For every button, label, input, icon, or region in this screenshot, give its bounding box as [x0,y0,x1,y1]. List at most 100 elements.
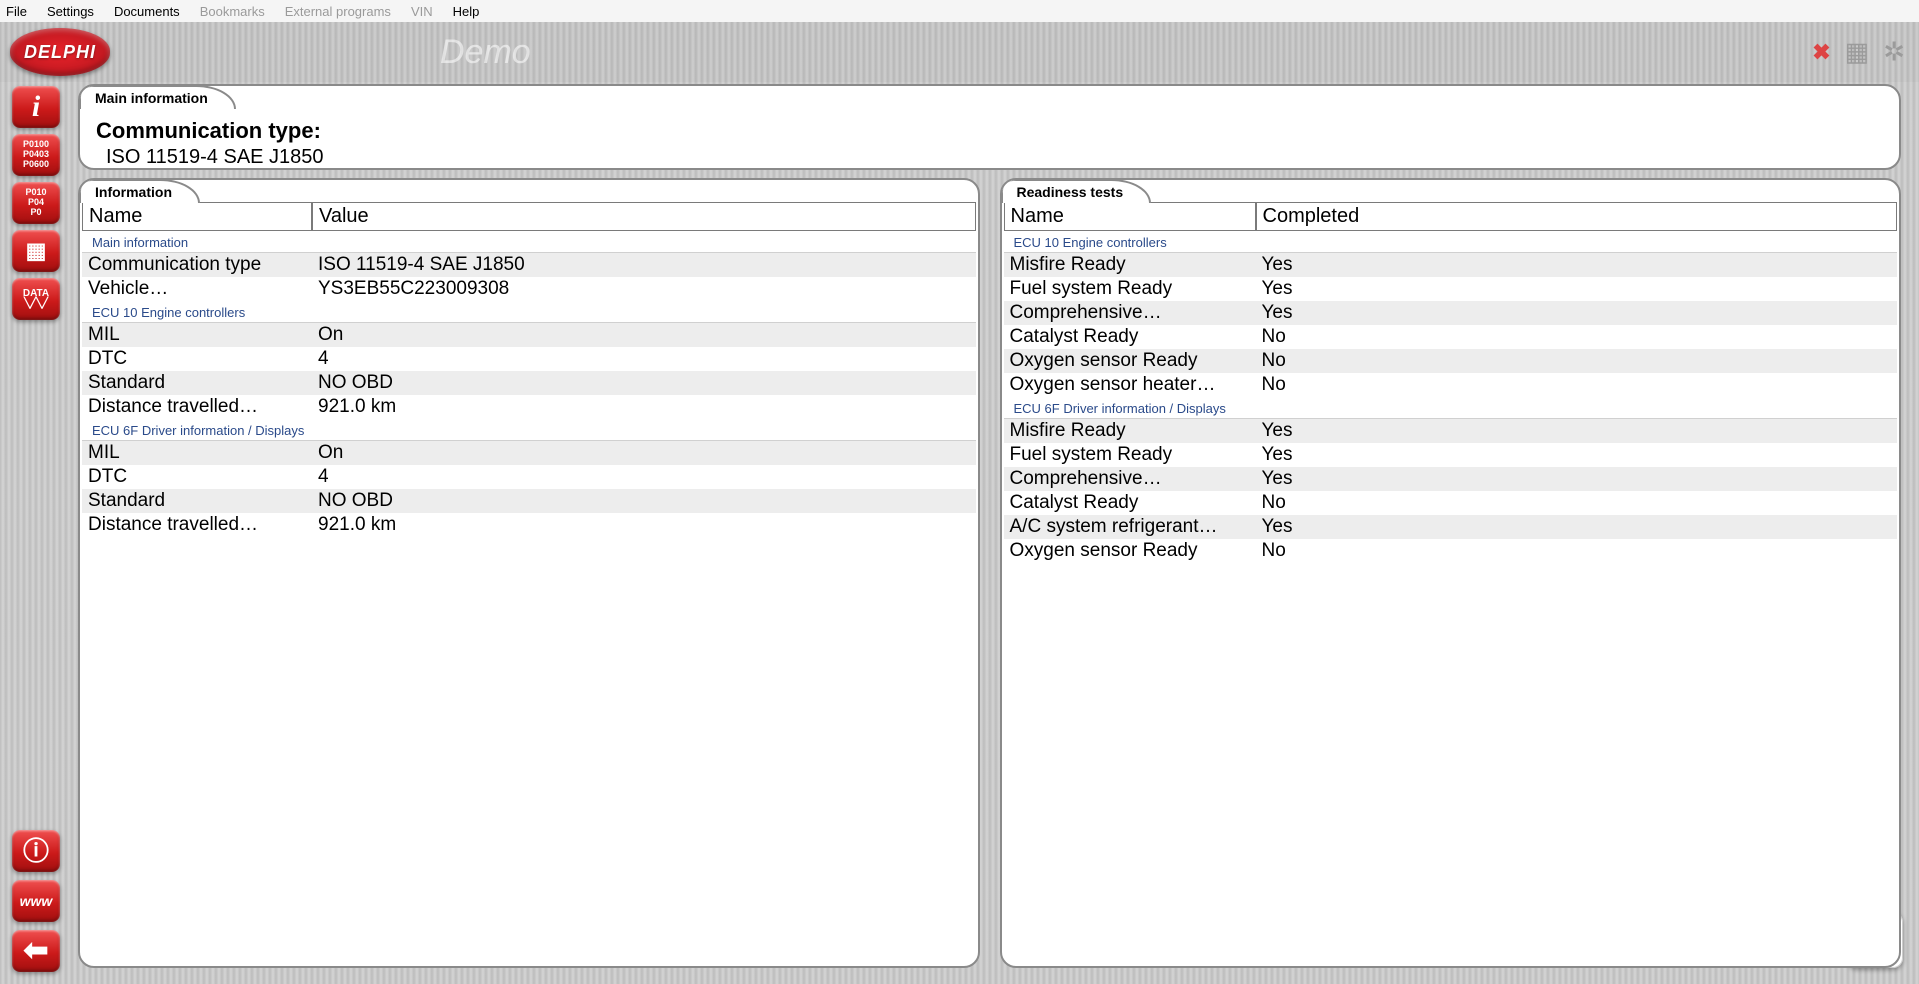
table-row[interactable]: Vehicle…YS3EB55C223009308 [82,277,976,301]
table-row[interactable]: Misfire ReadyYes [1004,253,1898,277]
table-row[interactable]: DTC4 [82,465,976,489]
information-body: NameValueMain informationCommunication t… [82,202,976,964]
sidebar-data-button[interactable]: DATA╲╱╲╱ [12,278,60,320]
table-row[interactable]: Oxygen sensor heater…No [1004,373,1898,397]
section-header: ECU 6F Driver information / Displays [1004,397,1898,419]
brand-logo-text: DELPHI [24,42,96,63]
main-value: ISO 11519-4 SAE J1850 [82,146,1897,166]
table-row[interactable]: Catalyst ReadyNo [1004,491,1898,515]
main-title: Communication type: [82,108,1897,146]
column-header[interactable]: Completed [1256,202,1898,231]
table-row[interactable]: StandardNO OBD [82,371,976,395]
table-row[interactable]: Distance travelled…921.0 km [82,513,976,537]
cell-value: On [312,323,976,347]
menu-vin[interactable]: VIN [411,4,433,19]
sidebar-dtc-button[interactable]: P0100 P0403 P0600 [12,134,60,176]
cell-value: ISO 11519-4 SAE J1850 [312,253,976,277]
close-icon[interactable]: ✖ [1812,39,1830,65]
cell-name: DTC [82,465,312,489]
column-header[interactable]: Name [82,202,312,231]
body-area: i P0100 P0403 P0600 P010 P04 P0 ▦ DATA╲╱… [0,82,1919,984]
sidebar-ecu-button[interactable]: ▦ [12,230,60,272]
sidebar-help-button[interactable]: ⓘ [12,830,60,872]
information-tab: Information [79,179,200,203]
menu-help[interactable]: Help [453,4,480,19]
table-row[interactable]: A/C system refrigerant…Yes [1004,515,1898,539]
sidebar-top: i P0100 P0403 P0600 P010 P04 P0 ▦ DATA╲╱… [12,86,60,320]
section-header: ECU 6F Driver information / Displays [82,419,976,441]
content-area: Main information Communication type: ISO… [78,84,1901,968]
section-header: ECU 10 Engine controllers [1004,231,1898,253]
cell-value: No [1256,349,1898,373]
cell-name: Fuel system Ready [1004,277,1256,301]
cell-value: Yes [1256,419,1898,443]
cell-name: Fuel system Ready [1004,443,1256,467]
cell-value: No [1256,539,1898,563]
cell-name: Vehicle… [82,277,312,301]
table-row[interactable]: Comprehensive…Yes [1004,467,1898,491]
table-row[interactable]: Misfire ReadyYes [1004,419,1898,443]
cell-value: Yes [1256,515,1898,539]
readiness-table: NameCompletedECU 10 Engine controllersMi… [1004,202,1898,563]
table-row[interactable]: MILOn [82,323,976,347]
menu-bookmarks[interactable]: Bookmarks [200,4,265,19]
cell-name: Misfire Ready [1004,253,1256,277]
table-row[interactable]: Distance travelled…921.0 km [82,395,976,419]
cell-name: DTC [82,347,312,371]
main-info-panel: Main information Communication type: ISO… [78,84,1901,170]
cell-name: Standard [82,489,312,513]
table-row[interactable]: Oxygen sensor ReadyNo [1004,539,1898,563]
table-row[interactable]: Oxygen sensor ReadyNo [1004,349,1898,373]
sidebar-dtc2-button[interactable]: P010 P04 P0 [12,182,60,224]
cell-name: Oxygen sensor Ready [1004,539,1256,563]
column-header[interactable]: Value [312,202,976,231]
cell-value: 4 [312,347,976,371]
gear-icon[interactable]: ✲ [1883,37,1905,68]
menu-settings[interactable]: Settings [47,4,94,19]
table-row[interactable]: StandardNO OBD [82,489,976,513]
menubar: File Settings Documents Bookmarks External p… [0,0,1919,22]
wave-icon: ╲╱╲╱ [24,299,48,309]
cell-value: On [312,441,976,465]
sidebar-www-button[interactable]: www [12,880,60,922]
menu-documents[interactable]: Documents [114,4,180,19]
sidebar-info-button[interactable]: i [12,86,60,128]
cell-name: Misfire Ready [1004,419,1256,443]
cell-value: Yes [1256,467,1898,491]
table-row[interactable]: Communication typeISO 11519-4 SAE J1850 [82,253,976,277]
demo-label: Demo [440,33,531,72]
cell-name: Distance travelled… [82,395,312,419]
cell-value: Yes [1256,253,1898,277]
calendar-icon[interactable]: ▦ [1845,37,1870,68]
menu-file[interactable]: File [6,4,27,19]
cell-value: Yes [1256,301,1898,325]
table-row[interactable]: Fuel system ReadyYes [1004,443,1898,467]
cell-name: MIL [82,323,312,347]
cell-name: Catalyst Ready [1004,491,1256,515]
table-row[interactable]: Catalyst ReadyNo [1004,325,1898,349]
sidebar-bottom: ⓘ www ⬅ [12,830,60,972]
cell-name: Comprehensive… [1004,467,1256,491]
cell-value: YS3EB55C223009308 [312,277,976,301]
cell-value: NO OBD [312,489,976,513]
cell-value: No [1256,325,1898,349]
header-tools: ✖ ▦ ✲ [1812,37,1905,68]
cell-value: 921.0 km [312,395,976,419]
cell-name: Distance travelled… [82,513,312,537]
table-row[interactable]: DTC4 [82,347,976,371]
menu-external-programs[interactable]: External programs [285,4,391,19]
back-button[interactable]: ⬅ [12,930,60,972]
column-header[interactable]: Name [1004,202,1256,231]
readiness-tab: Readiness tests [1001,179,1152,203]
header-band: DELPHI Demo ✖ ▦ ✲ [0,22,1919,82]
back-arrow-icon: ⬅ [23,936,48,966]
cell-name: Oxygen sensor heater… [1004,373,1256,397]
table-row[interactable]: MILOn [82,441,976,465]
cell-value: 4 [312,465,976,489]
www-label: www [20,894,53,908]
table-row[interactable]: Fuel system ReadyYes [1004,277,1898,301]
chip-icon: ▦ [26,240,47,262]
readiness-body: NameCompletedECU 10 Engine controllersMi… [1004,202,1898,964]
cell-name: MIL [82,441,312,465]
table-row[interactable]: Comprehensive…Yes [1004,301,1898,325]
